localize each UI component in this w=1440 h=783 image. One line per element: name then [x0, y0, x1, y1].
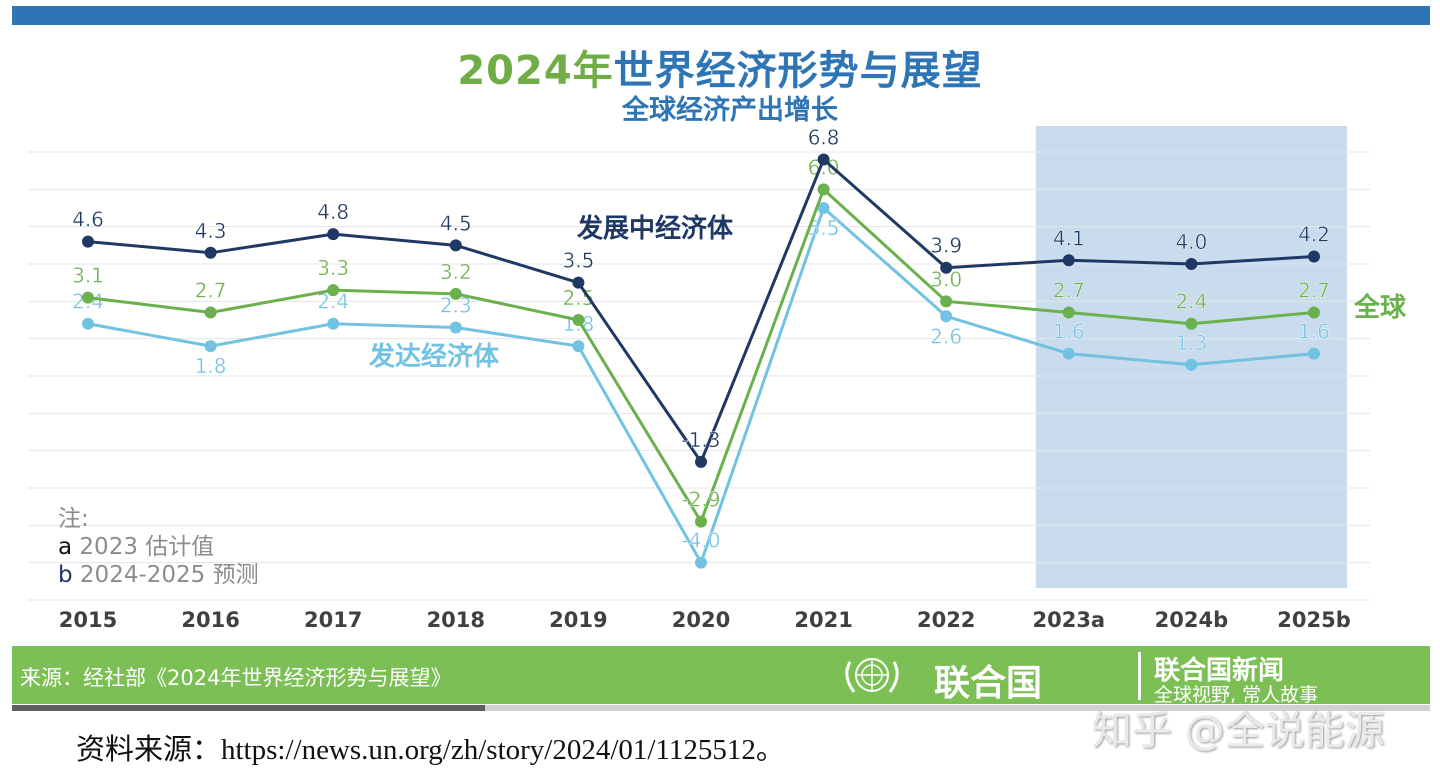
data-point-world — [327, 284, 340, 297]
data-point-developed — [940, 310, 953, 323]
x-tick-label: 2023a — [1032, 608, 1105, 632]
data-point-world — [204, 306, 217, 319]
top-banner — [12, 6, 1430, 25]
footer-banner: 来源：经社部《2024年世界经济形势与展望》 联合国 联合国新闻 全球视野, 常… — [12, 646, 1430, 706]
data-label-world: -2.9 — [681, 488, 720, 512]
x-tick-label: 2017 — [304, 608, 362, 632]
x-tick-label: 2021 — [794, 608, 852, 632]
data-point-world — [817, 183, 830, 196]
data-point-world — [572, 314, 585, 326]
data-label-developing: 4.3 — [195, 219, 227, 243]
data-point-developing — [572, 276, 585, 289]
data-point-developing — [449, 239, 462, 252]
data-label-world: 3.2 — [440, 260, 472, 284]
series-name-world: 全球 — [1353, 292, 1407, 323]
data-point-developed — [1062, 347, 1075, 360]
note-b-key: b — [58, 562, 73, 588]
data-label-developing: 3.5 — [562, 249, 594, 273]
data-point-developed — [695, 556, 707, 569]
data-point-developed — [817, 202, 830, 214]
x-tick-label: 2022 — [917, 608, 975, 632]
data-point-world — [940, 295, 953, 308]
series-name-developed: 发达经济体 — [368, 341, 500, 372]
data-label-world: 3.1 — [72, 264, 104, 288]
slogan: 全球视野, 常人故事 — [1154, 684, 1319, 706]
data-label-world: 6.0 — [808, 155, 840, 179]
note-a-key: a — [58, 534, 73, 560]
data-label-developing: 4.6 — [72, 208, 104, 232]
x-tick-label: 2016 — [181, 608, 239, 632]
data-label-developing: 3.9 — [930, 234, 962, 258]
source-text: 来源：经社部《2024年世界经济形势与展望》 — [20, 666, 452, 690]
data-point-developing — [327, 228, 340, 241]
x-tick-label: 2020 — [672, 608, 730, 632]
data-label-developing: 6.8 — [808, 125, 840, 149]
data-label-developing: 4.0 — [1175, 230, 1207, 254]
data-label-developing: 4.1 — [1053, 226, 1085, 250]
title-text: 世界经济形势与展望 — [613, 48, 983, 94]
x-tick-label: 2019 — [549, 608, 607, 632]
data-label-world: 2.7 — [195, 279, 227, 303]
data-label-developed: 1.6 — [1298, 320, 1330, 344]
x-tick-label: 2024b — [1155, 608, 1228, 632]
footer-stripe-dark — [12, 705, 485, 711]
un-emblem-icon — [845, 658, 899, 693]
data-point-world — [1308, 306, 1320, 319]
data-point-developed — [572, 340, 585, 353]
data-label-world: 2.4 — [1175, 290, 1207, 314]
data-point-developing — [1185, 258, 1198, 270]
data-label-developed: 2.6 — [930, 324, 962, 348]
divider — [1138, 652, 1141, 700]
data-point-world — [1185, 317, 1198, 330]
data-label-developing: 4.5 — [440, 211, 472, 235]
data-point-world — [82, 291, 94, 304]
data-point-developing — [1062, 254, 1075, 267]
data-point-developing — [1308, 250, 1320, 263]
series-name-developing: 发展中经济体 — [576, 213, 734, 244]
data-point-developed — [1308, 347, 1320, 360]
notes: 注: a 2023 估计值 b 2024-2025 预测 — [58, 505, 259, 589]
data-label-developing: 4.8 — [317, 200, 349, 224]
x-tick-label: 2025b — [1277, 608, 1350, 632]
forecast-shade — [1035, 126, 1347, 588]
data-point-developed — [1185, 358, 1198, 371]
data-point-world — [1062, 306, 1075, 319]
un-name: 联合国 — [934, 663, 1043, 704]
x-tick-label: 2015 — [59, 608, 117, 632]
footer-stripe-light — [485, 705, 1430, 711]
x-tick-label: 2018 — [427, 608, 485, 632]
data-point-developed — [204, 340, 217, 353]
data-label-world: 3.3 — [317, 256, 349, 280]
data-point-world — [695, 515, 707, 528]
data-label-world: 2.7 — [1053, 279, 1085, 303]
data-label-developed: 1.8 — [195, 354, 227, 378]
un-news: 联合国新闻 — [1154, 656, 1285, 686]
page-title: 2024年世界经济形势与展望 — [0, 38, 1440, 96]
chart-subtitle: 全球经济产出增长 — [622, 95, 838, 126]
data-label-developed: 1.3 — [1175, 331, 1207, 355]
watermark: 知乎 @全说能源 — [1092, 708, 1385, 754]
data-point-world — [449, 287, 462, 300]
title-year: 2024年 — [457, 48, 614, 94]
data-point-developed — [327, 317, 340, 330]
notes-heading: 注: — [58, 506, 89, 532]
data-label-developed: 1.6 — [1053, 320, 1085, 344]
note-a-text: 2023 估计值 — [79, 534, 215, 560]
data-point-developing — [817, 153, 830, 166]
data-point-developing — [940, 261, 953, 274]
data-label-developing: -1.3 — [681, 428, 720, 452]
data-point-developing — [695, 455, 707, 468]
data-label-world: 2.7 — [1298, 279, 1330, 303]
source-caption: 资料来源：https://news.un.org/zh/story/2024/0… — [76, 734, 785, 766]
data-point-developing — [204, 246, 217, 259]
data-point-developed — [449, 321, 462, 334]
note-b-text: 2024-2025 预测 — [79, 562, 259, 588]
data-point-developed — [82, 317, 94, 330]
data-label-developed: -4.0 — [681, 529, 720, 553]
data-label-developing: 4.2 — [1298, 223, 1330, 247]
data-point-developing — [82, 235, 94, 248]
